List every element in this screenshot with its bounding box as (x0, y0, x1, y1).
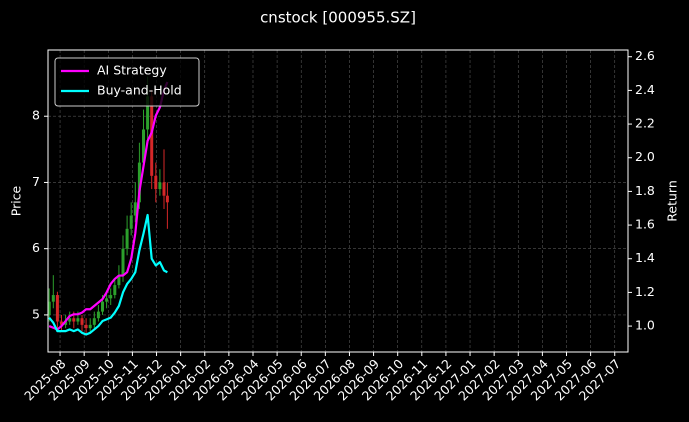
candle-body (150, 96, 154, 176)
y2-tick-label: 2.2 (635, 116, 655, 131)
y2-tick-label: 1.4 (635, 250, 655, 265)
candle-body (133, 202, 137, 216)
y2-tick-label: 2.0 (635, 149, 655, 164)
plot-frame (47, 49, 629, 353)
candle-body (162, 182, 166, 196)
y2-tick-label: 1.0 (635, 318, 655, 333)
candle-body (113, 285, 117, 296)
y2-tick-label: 1.2 (635, 284, 655, 299)
candle-body (117, 275, 121, 286)
candle-body (55, 295, 59, 322)
y-tick-label: 7 (32, 174, 40, 189)
candle-body (80, 318, 84, 325)
y-axis-label: Price (9, 185, 24, 216)
y2-tick-label: 1.6 (635, 217, 655, 232)
y-tick-label: 6 (32, 240, 40, 255)
candle-body (165, 195, 169, 203)
y2-tick-label: 1.8 (635, 183, 655, 198)
candle-body (142, 129, 146, 163)
legend-label: Buy-and-Hold (97, 83, 182, 98)
series-line (48, 81, 169, 331)
candle-body (68, 318, 72, 322)
candle-body (64, 321, 68, 325)
candle-body (72, 318, 76, 322)
candle-body (76, 318, 80, 322)
series-line (48, 213, 168, 336)
candle-body (109, 295, 113, 299)
legend-box (54, 57, 200, 107)
y2-tick-label: 2.6 (635, 48, 655, 63)
candle-body (125, 228, 129, 249)
y-tick-label: 5 (32, 306, 40, 321)
candle-body (88, 324, 92, 329)
candle-body (158, 182, 162, 190)
candle-body (146, 96, 150, 130)
y2-axis-label: Return (665, 180, 680, 221)
candle-body (129, 215, 133, 229)
candle-body (47, 301, 51, 315)
y2-tick-label: 2.4 (635, 82, 655, 97)
legend-label: AI Strategy (97, 63, 167, 78)
candle-body (96, 311, 100, 319)
candle-body (137, 162, 141, 203)
candle-body (60, 321, 64, 325)
candle-body (154, 175, 158, 190)
candle-body (84, 324, 88, 329)
candle-body (101, 301, 105, 312)
candle-body (51, 295, 55, 302)
candle-body (92, 318, 96, 325)
candle-body (105, 298, 109, 302)
chart-title: cnstock [000955.SZ] (260, 9, 416, 27)
candle-body (121, 248, 125, 276)
y-tick-label: 8 (32, 108, 40, 123)
